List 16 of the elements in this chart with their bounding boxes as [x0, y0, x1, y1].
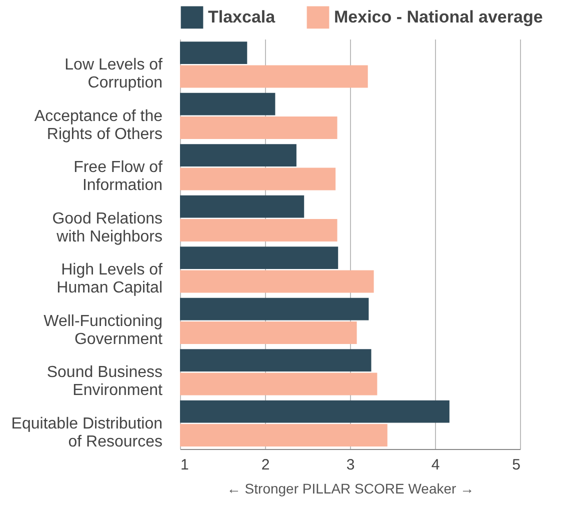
y-tick-label: Sound Business Environment — [46, 364, 164, 400]
y-tick-label: Well-Functioning Government — [44, 312, 164, 348]
y-tick-label: Equitable Distribution of Resources — [11, 415, 162, 450]
y-tick-label: High Levels of Human Capital — [56, 262, 164, 297]
legend-label: Tlaxcala — [208, 7, 276, 26]
x-tick-label: 2 — [261, 456, 270, 474]
y-tick-label: Good Relations with Neighbors — [52, 210, 162, 246]
x-tick-label: 3 — [346, 456, 355, 474]
y-tick-label: Acceptance of the Rights of Others — [34, 108, 163, 143]
x-axis-title: ← Stronger PILLAR SCORE Weaker → — [226, 480, 474, 496]
x-tick-label: 1 — [180, 456, 189, 474]
x-tick-label: 5 — [512, 456, 520, 474]
legend-label: Mexico - National average — [334, 7, 543, 26]
y-tick-label: Low Levels of Corruption — [64, 56, 164, 92]
x-tick-label: 4 — [431, 456, 440, 474]
y-tick-label: Free Flow of Information — [74, 159, 164, 194]
